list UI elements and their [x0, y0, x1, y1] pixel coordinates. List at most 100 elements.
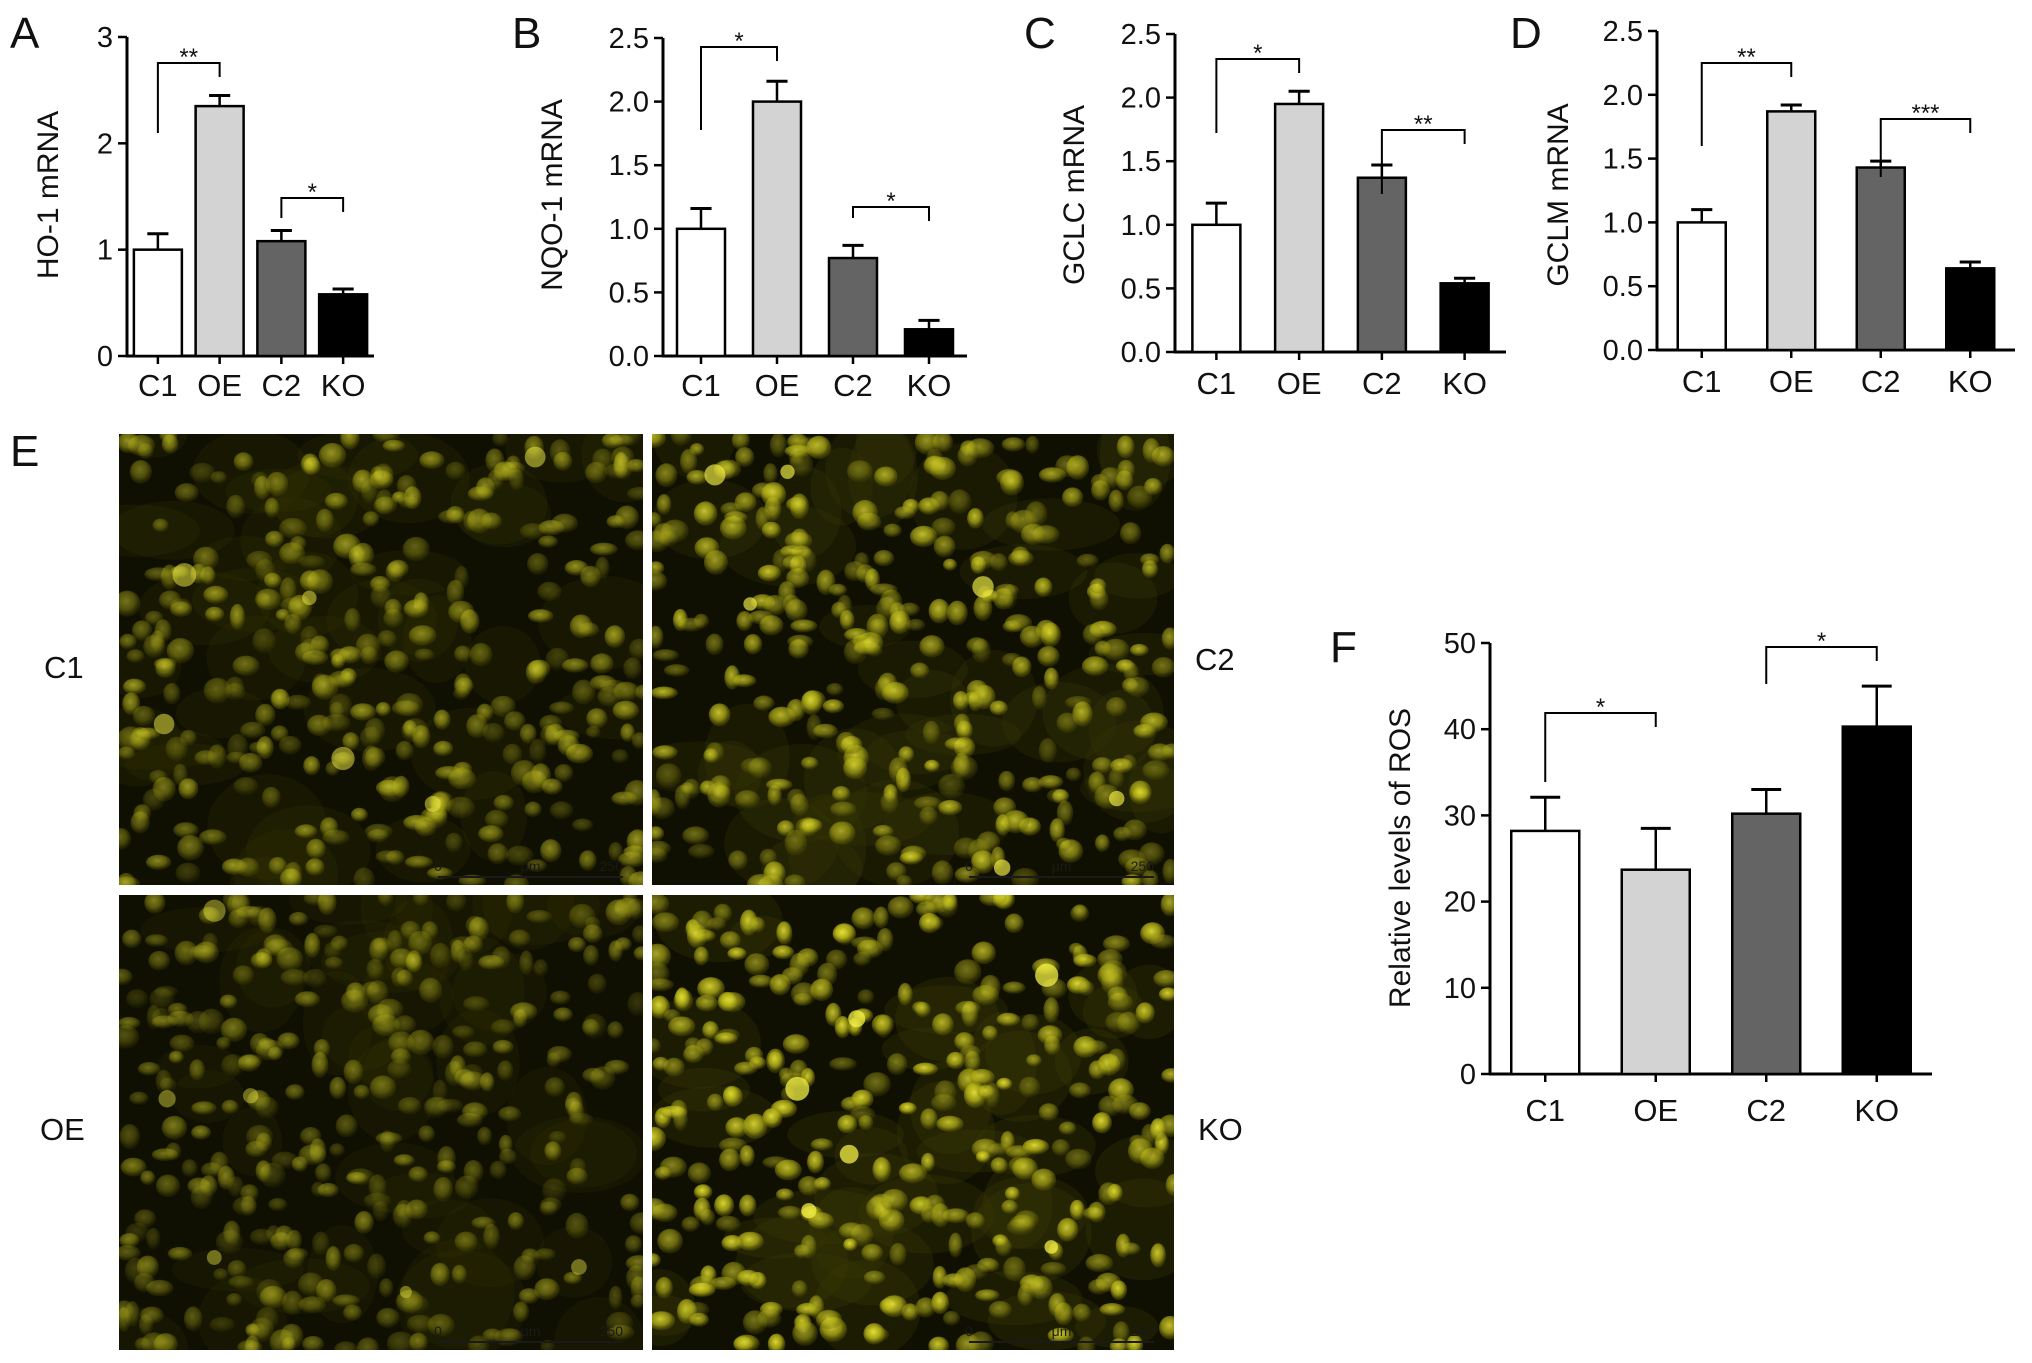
scale-bar-unit: μm	[1052, 1323, 1072, 1339]
y-tick-label: 1	[97, 235, 113, 267]
bar-oe	[1273, 102, 1325, 354]
x-tick-label: OE	[755, 368, 800, 403]
significance-bracket	[1215, 58, 1301, 133]
significance-bracket	[700, 46, 778, 130]
y-tick-label: 0.5	[1121, 273, 1161, 305]
chart-f: 0 10 20 30 40 50 Relative levels of ROS C1 OE C2 K…	[1384, 628, 1932, 1128]
y-tick-label: 1.0	[609, 214, 649, 246]
y-axis-label: GCLM mRNA	[1542, 103, 1575, 286]
x-tick-label: C1	[1197, 366, 1237, 401]
y-tick-label: 50	[1444, 628, 1476, 660]
cells	[652, 895, 1174, 1350]
x-tick-label: OE	[1633, 1093, 1678, 1128]
bar-c2	[1731, 812, 1802, 1076]
y-tick-label: 30	[1444, 800, 1476, 832]
x-tick-label: KO	[1948, 364, 1993, 399]
micrograph-c1: 0 μm 250	[119, 434, 643, 885]
cells	[119, 434, 643, 885]
bar-oe	[1620, 868, 1691, 1076]
y-tick-label: 2.5	[1121, 19, 1161, 51]
y-tick-label: 1.5	[609, 150, 649, 182]
scale-bar-start: 0	[434, 1323, 442, 1339]
x-tick-label: OE	[1769, 364, 1814, 399]
bar-c2	[256, 239, 307, 358]
panel-labels: A B C D F C1 C2 OE KO E	[10, 9, 1542, 1147]
scale-bar-start: 0	[434, 858, 442, 874]
micrograph-c2: 0 μm 250	[652, 434, 1174, 885]
bar-oe	[1766, 110, 1817, 352]
y-tick-label: 2.5	[609, 23, 649, 55]
bar-oe	[751, 100, 803, 358]
scale-bar-end: 250	[1131, 1323, 1155, 1339]
x-tick-label: C2	[1362, 366, 1402, 401]
group-label-c1: C1	[44, 650, 84, 685]
y-axis-label: GCLC mRNA	[1058, 105, 1091, 285]
bar-c2	[1855, 166, 1906, 352]
significance-label: **	[179, 44, 198, 71]
bar-c1	[675, 227, 727, 358]
bar-c1	[1510, 829, 1581, 1076]
significance-bracket	[1700, 62, 1793, 146]
significance-bracket	[156, 62, 221, 133]
bar-ko	[903, 328, 955, 358]
scale-bar-start: 0	[965, 1323, 973, 1339]
x-tick-label: C1	[138, 368, 178, 403]
y-tick-label: 1.0	[1603, 207, 1643, 239]
x-tick-label: KO	[1854, 1093, 1899, 1128]
y-tick-label: 2.0	[1603, 80, 1643, 112]
y-tick-label: 2.5	[1603, 16, 1643, 48]
panel-label-b: B	[512, 9, 541, 58]
micrograph-ko: 0 μm 250	[652, 895, 1174, 1350]
x-tick-label: C1	[1525, 1093, 1565, 1128]
panel-e-micrographs: 0 μm 250 0 μm 250 0 μm 250 0 μm 250	[119, 434, 1174, 1350]
y-tick-label: 0.0	[609, 341, 649, 373]
y-axis-label: Relative levels of ROS	[1384, 708, 1417, 1008]
y-tick-label: 40	[1444, 714, 1476, 746]
scale-bar-end: 250	[1131, 858, 1155, 874]
cells	[652, 434, 1174, 885]
y-tick-label: 2	[97, 128, 113, 160]
significance-label: ***	[1911, 100, 1939, 127]
significance-bracket	[1544, 712, 1657, 782]
bar-c1	[132, 248, 184, 358]
scale-bar-end: 250	[600, 858, 624, 874]
x-tick-label: C2	[1746, 1093, 1786, 1128]
bar-c1	[1676, 221, 1727, 352]
y-tick-label: 1.5	[1603, 144, 1643, 176]
significance-bracket	[1380, 129, 1466, 194]
x-tick-label: OE	[1277, 366, 1322, 401]
panel-label-f: F	[1330, 623, 1357, 672]
x-tick-label: C2	[1861, 364, 1901, 399]
scale-bar: 0 μm 250	[434, 858, 624, 878]
y-axis-label: NQO-1 mRNA	[536, 99, 569, 291]
x-tick-label: C1	[681, 368, 721, 403]
bar-oe	[194, 104, 245, 358]
bar-ko	[1945, 267, 1996, 352]
y-tick-label: 0.0	[1121, 337, 1161, 369]
significance-label: **	[1414, 111, 1433, 138]
scale-bar-unit: μm	[1052, 858, 1072, 874]
bar-ko	[317, 293, 369, 358]
significance-bracket	[1765, 646, 1878, 684]
group-label-oe: OE	[40, 1112, 85, 1147]
scale-bar: 0 μm 250	[965, 1323, 1155, 1343]
micrograph-oe: 0 μm 250	[119, 895, 643, 1350]
significance-label: *	[734, 28, 743, 55]
panel-label-e: E	[10, 427, 39, 476]
cells	[119, 895, 643, 1350]
panel-label-c: C	[1024, 9, 1056, 58]
significance-label: *	[1253, 40, 1262, 67]
x-tick-label: KO	[1442, 366, 1487, 401]
x-tick-label: OE	[197, 368, 242, 403]
y-tick-label: 0.5	[1603, 271, 1643, 303]
group-label-ko: KO	[1198, 1112, 1243, 1147]
significance-label: *	[1817, 628, 1826, 655]
x-tick-label: KO	[907, 368, 952, 403]
x-tick-label: C1	[1682, 364, 1722, 399]
scale-bar-unit: μm	[521, 1323, 541, 1339]
significance-label: **	[1737, 44, 1756, 71]
significance-label: *	[886, 188, 895, 215]
